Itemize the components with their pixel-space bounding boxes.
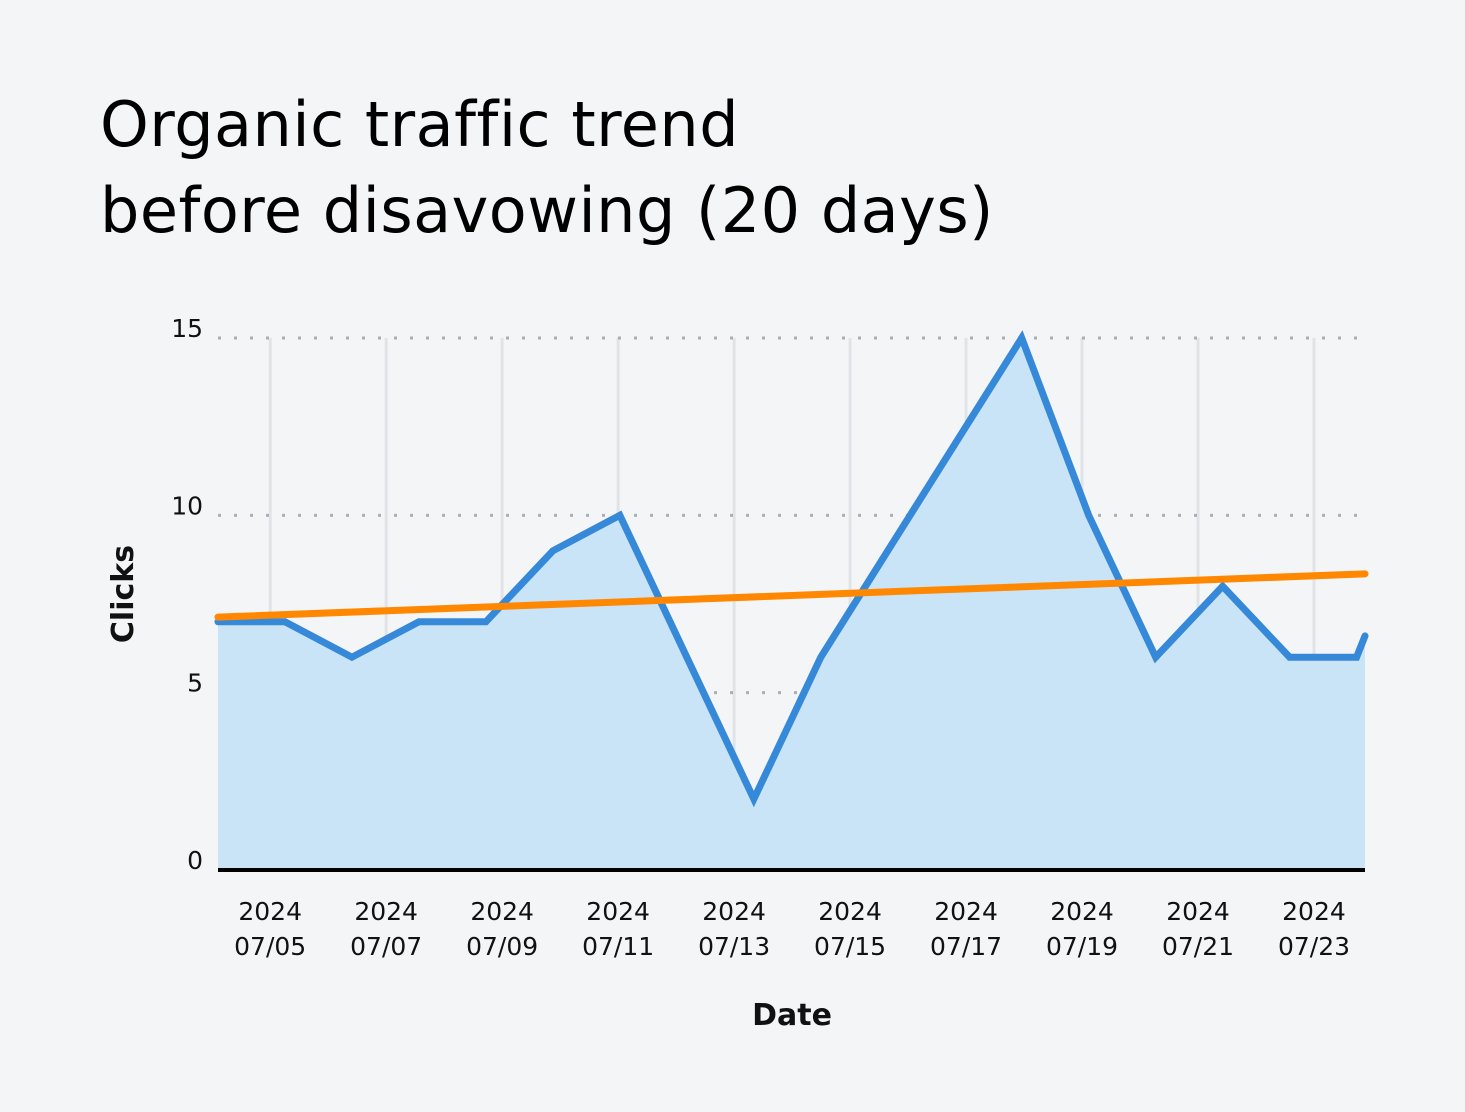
chart-title-line-2: before disavowing (20 days): [100, 174, 994, 247]
x-tick-label: 07/23: [1278, 932, 1350, 961]
y-axis-label: Clicks: [106, 545, 141, 643]
series-area-fill: [218, 338, 1365, 870]
x-tick-label: 2024: [1050, 897, 1114, 926]
y-tick-label: 15: [171, 314, 203, 343]
x-tick-label: 07/05: [234, 932, 306, 961]
chart-title: Organic traffic trend before disavowing …: [100, 82, 994, 254]
area-layer: [218, 338, 1365, 870]
x-tick-label: 2024: [354, 897, 418, 926]
x-tick-label: 07/13: [698, 932, 770, 961]
x-tick-label: 2024: [934, 897, 998, 926]
x-tick-label: 07/15: [814, 932, 886, 961]
x-tick-label: 2024: [1282, 897, 1346, 926]
trend-line: [214, 570, 1369, 621]
y-tick-label: 0: [187, 846, 203, 875]
chart-title-line-1: Organic traffic trend: [100, 88, 740, 161]
x-tick-label: 07/21: [1162, 932, 1234, 961]
x-tick-label: 07/17: [930, 932, 1002, 961]
x-tick-label: 07/09: [466, 932, 538, 961]
x-tick-label: 07/07: [350, 932, 422, 961]
x-tick-label: 2024: [702, 897, 766, 926]
x-tick-label: 2024: [586, 897, 650, 926]
y-tick-label: 10: [171, 491, 203, 520]
line-layer: [214, 330, 1369, 808]
axes: 2024 07/05 2024 07/07 2024 07/09 2024 07/11 2024…: [171, 314, 1365, 961]
x-tick-label: 07/19: [1046, 932, 1118, 961]
x-tick-label: 2024: [238, 897, 302, 926]
x-tick-label: 2024: [470, 897, 534, 926]
x-tick-label: 2024: [1166, 897, 1230, 926]
x-axis-label: Date: [752, 998, 832, 1033]
x-tick-label: 07/11: [582, 932, 654, 961]
y-tick-label: 5: [187, 669, 203, 698]
x-tick-label: 2024: [818, 897, 882, 926]
